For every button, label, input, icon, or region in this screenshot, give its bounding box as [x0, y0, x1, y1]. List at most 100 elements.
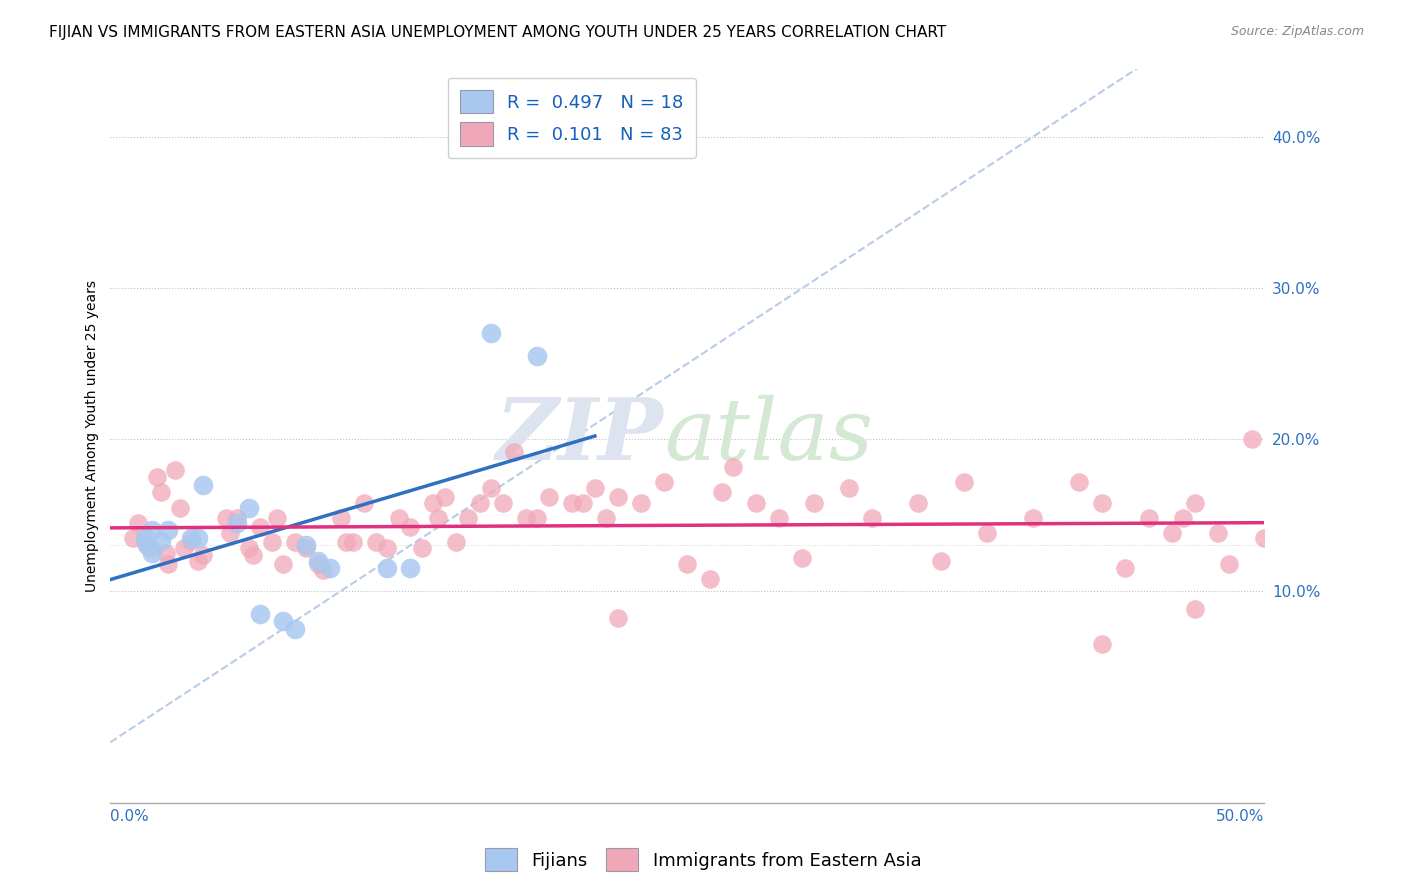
Point: [249, 607, 271, 621]
Point: [226, 511, 249, 525]
Point: [399, 561, 422, 575]
Point: [141, 546, 163, 560]
Point: [169, 500, 191, 515]
Point: [630, 496, 652, 510]
Point: [652, 475, 675, 489]
Point: [1091, 496, 1114, 510]
Point: [134, 531, 156, 545]
Point: [399, 520, 422, 534]
Point: [134, 535, 156, 549]
Point: [446, 535, 468, 549]
Point: [307, 553, 329, 567]
Text: 0.0%: 0.0%: [111, 809, 149, 824]
Point: [606, 611, 628, 625]
Point: [768, 511, 790, 525]
Point: [572, 496, 595, 510]
Legend: R =  0.497   N = 18, R =  0.101   N = 83: R = 0.497 N = 18, R = 0.101 N = 83: [447, 78, 696, 158]
Point: [155, 546, 177, 560]
Point: [537, 490, 560, 504]
Point: [411, 541, 433, 556]
Point: [479, 481, 502, 495]
Point: [976, 526, 998, 541]
Point: [710, 485, 733, 500]
Point: [503, 444, 526, 458]
Point: [249, 520, 271, 534]
Point: [433, 490, 456, 504]
Point: [141, 523, 163, 537]
Point: [163, 463, 186, 477]
Point: [1137, 511, 1160, 525]
Point: [180, 531, 202, 545]
Point: [318, 561, 340, 575]
Point: [561, 496, 583, 510]
Point: [583, 481, 606, 495]
Point: [1218, 557, 1240, 571]
Point: [295, 541, 318, 556]
Point: [226, 516, 249, 530]
Point: [860, 511, 883, 525]
Point: [273, 557, 295, 571]
Point: [191, 478, 214, 492]
Point: [1091, 637, 1114, 651]
Point: [311, 563, 333, 577]
Point: [364, 535, 387, 549]
Point: [595, 511, 617, 525]
Point: [191, 548, 214, 562]
Point: [145, 470, 167, 484]
Point: [723, 459, 745, 474]
Text: atlas: atlas: [664, 394, 873, 477]
Point: [330, 511, 353, 525]
Point: [138, 541, 160, 556]
Point: [260, 535, 283, 549]
Point: [1171, 511, 1194, 525]
Text: Source: ZipAtlas.com: Source: ZipAtlas.com: [1230, 25, 1364, 38]
Point: [1114, 561, 1136, 575]
Point: [1069, 475, 1091, 489]
Point: [699, 572, 721, 586]
Point: [907, 496, 929, 510]
Point: [284, 535, 307, 549]
Point: [515, 511, 537, 525]
Point: [427, 511, 450, 525]
Point: [284, 622, 307, 636]
Text: 50.0%: 50.0%: [1216, 809, 1264, 824]
Point: [526, 511, 548, 525]
Point: [295, 538, 318, 552]
Point: [219, 526, 242, 541]
Point: [273, 614, 295, 628]
Text: FIJIAN VS IMMIGRANTS FROM EASTERN ASIA UNEMPLOYMENT AMONG YOUTH UNDER 25 YEARS C: FIJIAN VS IMMIGRANTS FROM EASTERN ASIA U…: [49, 25, 946, 40]
Point: [375, 541, 398, 556]
Point: [745, 496, 768, 510]
Point: [342, 535, 364, 549]
Point: [388, 511, 411, 525]
Legend: Fijians, Immigrants from Eastern Asia: Fijians, Immigrants from Eastern Asia: [478, 841, 928, 879]
Point: [1022, 511, 1045, 525]
Point: [1241, 433, 1264, 447]
Point: [792, 550, 814, 565]
Point: [150, 485, 173, 500]
Point: [353, 496, 375, 510]
Point: [238, 500, 260, 515]
Point: [136, 538, 159, 552]
Point: [375, 561, 398, 575]
Point: [1253, 531, 1275, 545]
Point: [422, 496, 444, 510]
Point: [606, 490, 628, 504]
Point: [238, 541, 260, 556]
Point: [1160, 526, 1182, 541]
Point: [1184, 602, 1206, 616]
Point: [953, 475, 976, 489]
Point: [1206, 526, 1229, 541]
Point: [187, 553, 209, 567]
Point: [491, 496, 513, 510]
Text: ZIP: ZIP: [496, 394, 664, 477]
Point: [215, 511, 238, 525]
Point: [187, 531, 209, 545]
Point: [266, 511, 288, 525]
Point: [803, 496, 825, 510]
Point: [157, 557, 180, 571]
Point: [157, 523, 180, 537]
Point: [526, 349, 548, 363]
Point: [1184, 496, 1206, 510]
Point: [242, 548, 264, 562]
